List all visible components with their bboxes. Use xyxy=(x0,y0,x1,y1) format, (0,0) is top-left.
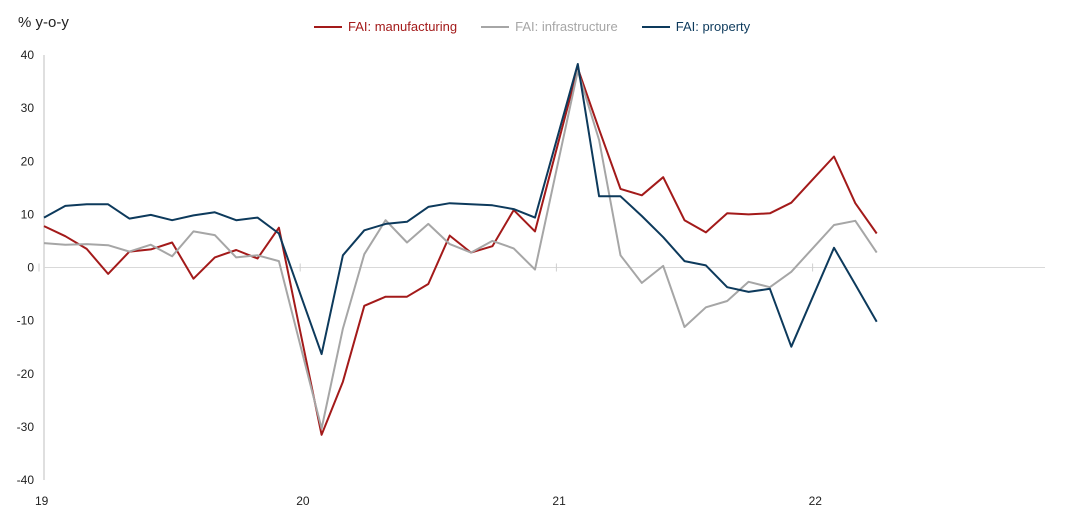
y-tick-label: 40 xyxy=(21,48,35,62)
legend-item-infrastructure: FAI: infrastructure xyxy=(481,19,618,34)
series-line-fai-infrastructure xyxy=(43,69,878,430)
series-line-fai-property xyxy=(43,63,878,356)
y-tick-label: 10 xyxy=(21,207,35,221)
x-tick-label: 19 xyxy=(35,494,49,508)
y-tick-label: -20 xyxy=(17,367,35,381)
y-tick-label: 20 xyxy=(21,154,35,168)
legend-swatch-property xyxy=(641,25,670,28)
x-tick-label: 20 xyxy=(296,494,310,508)
legend-label-manufacturing: FAI: manufacturing xyxy=(348,19,458,34)
legend-label-infrastructure: FAI: infrastructure xyxy=(515,19,618,34)
x-tick-label: 21 xyxy=(552,494,566,508)
y-tick-label: -30 xyxy=(17,420,35,434)
legend-swatch-infrastructure xyxy=(481,25,510,28)
legend-swatch-manufacturing xyxy=(314,25,342,28)
y-tick-label: 30 xyxy=(21,101,35,115)
y-tick-label: -40 xyxy=(17,473,35,487)
y-tick-label: 0 xyxy=(27,261,34,275)
legend-item-property: FAI: property xyxy=(641,19,751,34)
x-tick-label: 22 xyxy=(809,494,823,508)
legend-item-manufacturing: FAI: manufacturing xyxy=(314,19,457,34)
legend-label-property: FAI: property xyxy=(675,19,751,34)
y-tick-label: -10 xyxy=(17,314,35,328)
y-axis-label: % y-o-y xyxy=(18,14,69,31)
series-line-fai-manufacturing xyxy=(43,67,878,436)
legend: FAI: manufacturing FAI: infrastructure F… xyxy=(314,19,750,34)
